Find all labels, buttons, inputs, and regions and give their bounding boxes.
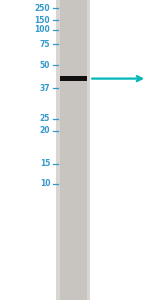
Text: 75: 75 <box>40 40 50 49</box>
Text: 37: 37 <box>40 84 50 93</box>
Text: 100: 100 <box>34 26 50 34</box>
Text: 10: 10 <box>40 179 50 188</box>
Bar <box>60 76 87 81</box>
Text: 250: 250 <box>35 4 50 13</box>
Text: 25: 25 <box>40 114 50 123</box>
Text: 50: 50 <box>40 61 50 70</box>
Bar <box>60 0 87 300</box>
Bar <box>56 0 90 300</box>
Text: 20: 20 <box>40 126 50 135</box>
Text: 150: 150 <box>35 16 50 25</box>
Text: 15: 15 <box>40 159 50 168</box>
